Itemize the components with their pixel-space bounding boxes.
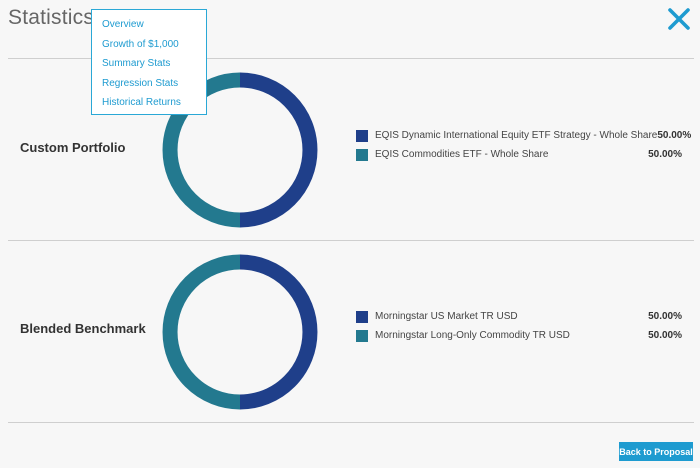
back-to-proposal-button[interactable]: Back to Proposal bbox=[619, 442, 693, 461]
legend-swatch bbox=[356, 329, 368, 342]
bottom-divider bbox=[8, 422, 694, 423]
legend-swatch bbox=[356, 129, 368, 142]
legend-percent: 50.00% bbox=[648, 149, 682, 160]
section-label: Custom Portfolio bbox=[20, 140, 126, 155]
menu-item-historical-returns[interactable]: Historical Returns bbox=[102, 97, 181, 109]
menu-item-regression-stats[interactable]: Regression Stats bbox=[102, 77, 179, 89]
menu-item-growth[interactable]: Growth of $1,000 bbox=[102, 38, 179, 50]
donut-slice bbox=[239, 72, 318, 228]
donut-slice bbox=[239, 254, 318, 410]
legend-percent: 50.00% bbox=[657, 130, 692, 141]
legend-name: Morningstar Long-Only Commodity TR USD bbox=[375, 330, 570, 341]
middle-divider bbox=[8, 240, 694, 241]
legend-percent: 50.00% bbox=[648, 311, 682, 322]
blended-benchmark-section: Blended Benchmark Morningstar US Market … bbox=[0, 240, 700, 422]
custom-portfolio-section: Custom Portfolio EQIS Dynamic Internatio… bbox=[0, 58, 700, 240]
legend-swatch bbox=[356, 310, 368, 323]
donut-slice bbox=[162, 72, 241, 228]
legend-name: EQIS Commodities ETF - Whole Share bbox=[375, 149, 549, 160]
close-icon[interactable] bbox=[666, 6, 692, 32]
legend: Morningstar US Market TR USD 50.00% Morn… bbox=[356, 307, 682, 345]
legend-name: Morningstar US Market TR USD bbox=[375, 311, 518, 322]
donut-slice bbox=[162, 254, 241, 410]
page-title: Statistics: bbox=[8, 6, 101, 29]
allocation-donut bbox=[162, 72, 318, 228]
legend-row: Morningstar US Market TR USD 50.00% bbox=[356, 307, 682, 326]
section-label: Blended Benchmark bbox=[20, 321, 146, 336]
legend-row: EQIS Dynamic International Equity ETF St… bbox=[356, 126, 691, 145]
legend: EQIS Dynamic International Equity ETF St… bbox=[356, 126, 691, 164]
legend-swatch bbox=[356, 148, 368, 161]
menu-item-overview[interactable]: Overview bbox=[102, 19, 144, 30]
menu-item-summary-stats[interactable]: Summary Stats bbox=[102, 58, 171, 70]
allocation-donut bbox=[162, 254, 318, 410]
legend-row: EQIS Commodities ETF - Whole Share 50.00… bbox=[356, 145, 682, 164]
legend-row: Morningstar Long-Only Commodity TR USD 5… bbox=[356, 326, 682, 345]
legend-percent: 50.00% bbox=[648, 330, 682, 341]
top-divider bbox=[8, 58, 694, 59]
statistics-menu: Overview Growth of $1,000 Summary Stats … bbox=[91, 9, 207, 115]
legend-name: EQIS Dynamic International Equity ETF St… bbox=[375, 130, 658, 141]
